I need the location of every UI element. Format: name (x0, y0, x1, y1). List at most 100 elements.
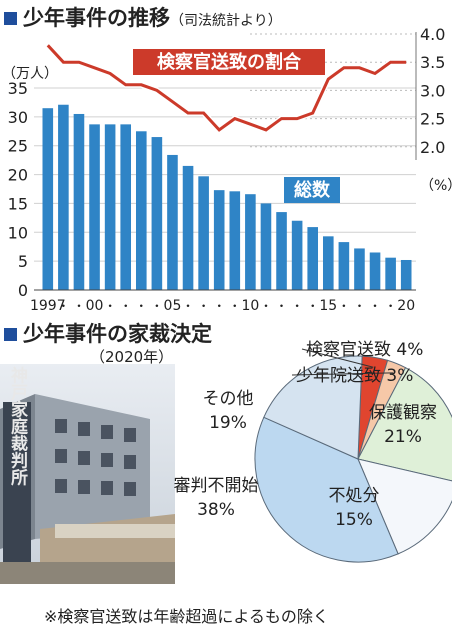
title-square-icon-2 (4, 327, 17, 341)
bar-2005 (167, 154, 178, 290)
left-tick-30: 30 (8, 108, 28, 127)
x-tick-2008: ・ (213, 299, 225, 313)
bar-2017 (354, 248, 365, 290)
right-tick-2.5: 2.5 (420, 110, 445, 129)
title-square-icon (4, 11, 17, 25)
bar-2010 (245, 194, 256, 290)
bar-2014 (307, 227, 319, 290)
x-tick-1999: ・ (73, 299, 85, 313)
pie-labels: 検察官送致 4% 少年院送致 3% 保護観察 21% 不処分 15% 審判不開始 38% その他… (174, 340, 438, 530)
bar-2001 (104, 124, 116, 290)
x-tick-2016: ・ (338, 299, 350, 313)
left-tick-25: 25 (8, 137, 28, 156)
ratio-label-box (133, 49, 325, 75)
x-tick-2001: ・ (104, 299, 116, 313)
right-tick-2.0: 2.0 (420, 138, 445, 157)
left-tick-0: 0 (18, 281, 28, 300)
left-tick-15: 15 (8, 194, 28, 213)
bar-2002 (120, 124, 132, 290)
pie-value-3: 15% (335, 510, 373, 530)
courthouse-sign: 神戸家庭裁判所 (7, 365, 28, 486)
bar-2020 (400, 259, 412, 290)
pie-value-5: 19% (209, 413, 247, 433)
x-tick-2011: ・ (260, 299, 272, 313)
pie-label-0: 検察官送致 4% (306, 340, 423, 360)
bar-1999 (73, 113, 85, 290)
x-tick-2020: 20 (397, 298, 415, 314)
left-tick-35: 35 (8, 79, 28, 98)
x-tick-2017: ・ (353, 299, 365, 313)
pie-label-1: 少年院送致 3% (296, 366, 413, 386)
right-tick-3.0: 3.0 (420, 81, 445, 100)
bar-2006 (182, 165, 194, 290)
x-tick-2009: ・ (229, 299, 241, 313)
x-tick-2006: ・ (182, 299, 194, 313)
left-tick-20: 20 (8, 166, 28, 185)
bar-2019 (385, 257, 396, 290)
ratio-series-label: 検察官送致の割合 (157, 51, 302, 73)
x-tick-2018: ・ (369, 299, 381, 313)
pie-slice-3 (357, 458, 452, 555)
pie-label-3: 不処分 (329, 486, 380, 506)
x-tick-2000: 00 (86, 298, 104, 314)
pie-label-5: その他 (203, 389, 254, 409)
bar-2015 (322, 236, 334, 290)
pie-value-4: 38% (197, 500, 235, 520)
x-tick-2004: ・ (151, 299, 163, 313)
right-unit-label: （%） (420, 178, 452, 194)
pie-slice-5 (263, 355, 363, 460)
pie-year-label: （2020年） (90, 348, 174, 366)
bar-2004 (151, 137, 163, 290)
left-tick-10: 10 (8, 223, 28, 242)
total-label-box (284, 177, 340, 203)
footnote: ※検察官送致は年齢超過によるもの除く (44, 607, 329, 626)
left-axis-ticks: 0 5 10 15 20 25 30 35 (8, 79, 28, 300)
right-axis-ticks: 2.0 2.5 3.0 3.5 4.0 (420, 25, 445, 157)
right-tick-3.5: 3.5 (420, 53, 445, 72)
x-tick-2005: 05 (164, 298, 182, 314)
bar-2012 (276, 212, 287, 290)
top-title-text: 少年事件の推移 (23, 6, 170, 30)
top-chart-title: 少年事件の推移（司法統計より） (0, 2, 282, 32)
x-tick-2019: ・ (385, 299, 397, 313)
bar-2008 (213, 190, 225, 290)
courthouse-illustration: 神戸家庭裁判所 (0, 364, 175, 584)
pie-value-2: 21% (384, 427, 422, 447)
bottom-chart-title: 少年事件の家裁決定 (0, 318, 212, 348)
x-tick-2013: ・ (291, 299, 303, 313)
pie-slices (254, 355, 452, 563)
x-tick-2012: ・ (276, 299, 288, 313)
x-tick-2007: ・ (198, 299, 210, 313)
left-unit-label: （万人） (2, 66, 58, 82)
pie-slice-4 (254, 416, 399, 563)
bottom-title-text: 少年事件の家裁決定 (23, 322, 212, 346)
pie-label-4: 審判不開始 (174, 476, 259, 496)
x-tick-2003: ・ (135, 299, 147, 313)
bar-2000 (89, 124, 100, 290)
bar-2016 (338, 242, 350, 290)
left-tick-5: 5 (18, 252, 28, 271)
pie-label-2: 保護観察 (369, 403, 437, 423)
courthouse-photo: 神戸家庭裁判所 (0, 364, 175, 584)
right-tick-4.0: 4.0 (420, 25, 445, 44)
ratio-line (46, 44, 407, 132)
top-subtitle: （司法統計より） (170, 13, 282, 29)
bar-2011 (260, 203, 272, 290)
x-tick-1997: 1997 (30, 298, 66, 314)
x-tick-1998: ・ (57, 299, 69, 313)
bars-series (42, 104, 412, 290)
x-tick-2014: ・ (307, 299, 319, 313)
leader-line-0 (301, 348, 374, 368)
pie-slice-2 (357, 366, 452, 482)
bar-2009 (229, 191, 241, 290)
bar-1997 (42, 108, 54, 290)
x-tick-2002: ・ (120, 299, 132, 313)
bar-1998 (58, 104, 69, 290)
bar-2013 (291, 220, 303, 290)
pie-leader-lines (291, 348, 393, 376)
bar-2003 (135, 131, 147, 290)
x-tick-2010: 10 (241, 298, 259, 314)
x-axis-ticks: 1997・・ 00 ・・・・ 05 ・・・・ 10 ・・・・ 15 ・・・・ 20 (30, 298, 415, 314)
